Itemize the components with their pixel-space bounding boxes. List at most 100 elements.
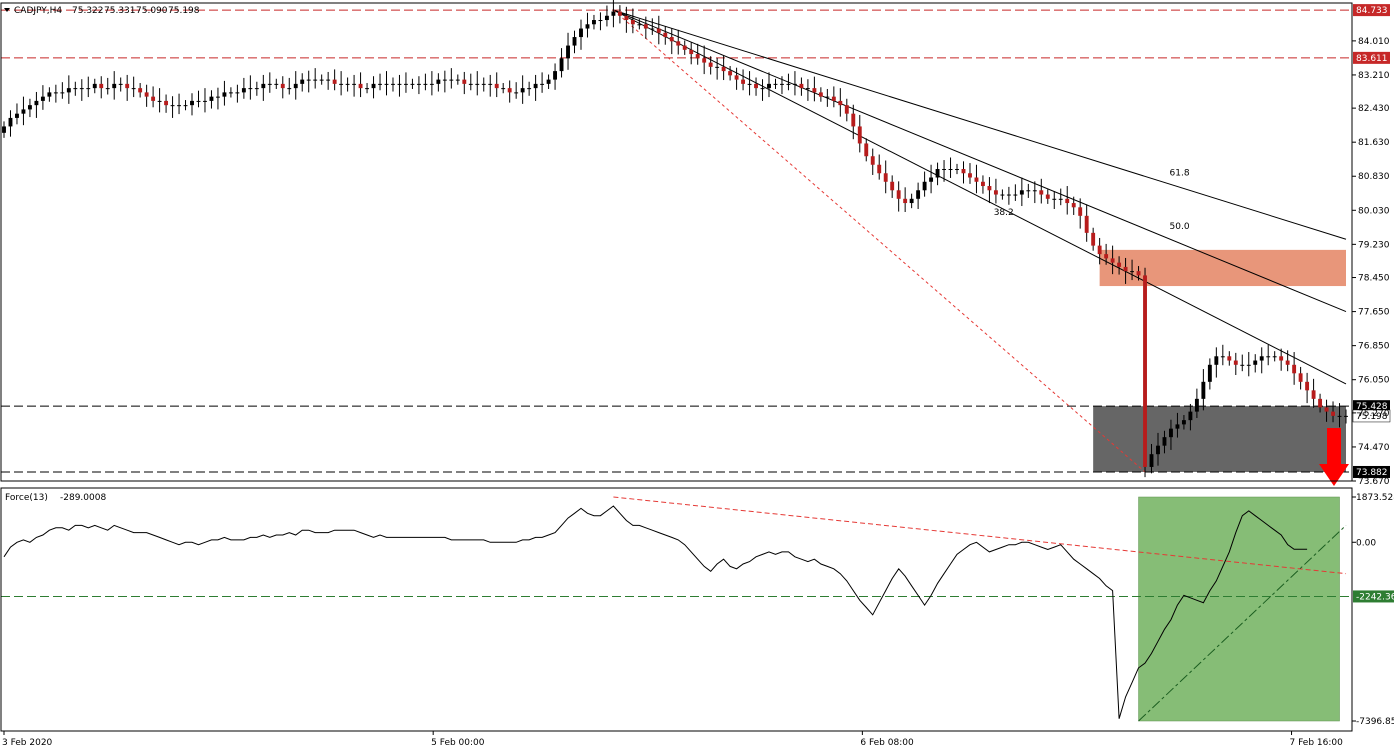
- candle-body-69: [449, 79, 454, 81]
- candle-body-91: [592, 20, 596, 25]
- candle-body-10: [66, 88, 71, 93]
- candle-body-161: [1045, 194, 1050, 199]
- force-axis-label-2: -7396.85: [1356, 717, 1394, 727]
- candle-body-140: [909, 198, 914, 204]
- candle-body-83: [540, 83, 545, 85]
- candle-body-180: [1169, 428, 1173, 438]
- price-axis-label-3: 81.630: [1358, 138, 1390, 148]
- candle-body-57: [371, 83, 376, 89]
- menu-triangle-icon[interactable]: [4, 8, 10, 12]
- candle-body-64: [416, 83, 421, 85]
- candle-body-15: [99, 83, 104, 89]
- candle-body-99: [643, 24, 648, 29]
- ohlc-open: 75.322: [72, 6, 104, 16]
- candle-body-27: [177, 105, 181, 107]
- force-title: Force(13): [5, 493, 48, 503]
- candle-body-205: [1331, 411, 1335, 416]
- price-axis-label-13: 73.670: [1358, 477, 1390, 487]
- candle-body-76: [494, 83, 499, 89]
- candle-body-189: [1227, 356, 1232, 361]
- candle-body-175: [1136, 271, 1141, 276]
- candle-body-193: [1253, 360, 1258, 365]
- candle-body-20: [131, 88, 136, 90]
- force-zone: [1138, 496, 1340, 722]
- force-panel-frame: [0, 487, 1353, 732]
- candle-body-65: [423, 83, 428, 85]
- force-value: -289.0008: [60, 493, 106, 503]
- candle-body-94: [611, 11, 616, 16]
- candle-body-30: [196, 100, 201, 102]
- candle-body-202: [1311, 390, 1316, 399]
- candle-body-165: [1071, 203, 1076, 208]
- candle-body-74: [481, 83, 486, 85]
- candle-body-111: [721, 66, 726, 72]
- candle-body-109: [708, 62, 713, 67]
- candle-body-97: [630, 20, 635, 25]
- candle-body-23: [151, 96, 156, 101]
- candle-body-85: [553, 71, 558, 80]
- candle-body-199: [1292, 364, 1297, 374]
- fib-fan-line-2: [613, 9, 1347, 385]
- candle-body-141: [916, 190, 921, 199]
- candle-body-176: [1143, 275, 1147, 467]
- time-axis-label-3: 7 Feb 16:00: [1290, 738, 1344, 748]
- symbol-title: CADJPY,H4: [14, 6, 62, 16]
- candle-body-51: [332, 79, 337, 84]
- candle-body-113: [734, 75, 739, 80]
- level-tag-bg-3: [1353, 465, 1390, 478]
- price-panel-frame: [0, 2, 1353, 482]
- candle-body-131: [851, 113, 856, 127]
- force-level-tag-bg-0: [1353, 590, 1394, 603]
- axes-layer: 84.010 83.210 82.430 81.630 80.830 80.030 79.2…: [2, 37, 1394, 748]
- candle-body-151: [981, 181, 985, 187]
- candle-body-185: [1201, 381, 1206, 399]
- candle-body-182: [1181, 420, 1186, 425]
- down-arrow-icon: [1319, 428, 1349, 486]
- price-axis-label-8: 77.650: [1358, 308, 1390, 318]
- candle-body-6: [40, 96, 45, 101]
- ohlc-low: 75.090: [136, 6, 168, 16]
- candle-body-139: [903, 198, 908, 204]
- candle-body-72: [468, 83, 473, 85]
- candle-body-190: [1233, 360, 1238, 365]
- candle-body-103: [669, 37, 674, 42]
- candle-body-196: [1272, 356, 1277, 358]
- level-tag-3: 73.882: [1356, 468, 1388, 478]
- level-tag-bg-2: [1353, 400, 1390, 413]
- candle-body-207: [1344, 415, 1348, 417]
- candle-body-114: [741, 79, 746, 84]
- candle-body-3: [21, 109, 26, 114]
- ohlc-high: 75.331: [104, 6, 136, 16]
- candle-body-194: [1259, 356, 1264, 361]
- candle-body-50: [326, 79, 331, 81]
- zone-resistance: [1099, 249, 1346, 287]
- fib-fan-label-0: 61.8: [1170, 169, 1190, 179]
- candle-body-158: [1026, 190, 1031, 192]
- candle-body-96: [624, 15, 629, 21]
- candle-body-166: [1078, 207, 1083, 216]
- candle-body-138: [896, 190, 901, 199]
- force-trendline-0: [613, 496, 1347, 575]
- candle-body-90: [585, 24, 590, 29]
- candle-body-195: [1266, 356, 1271, 358]
- candle-body-48: [313, 79, 318, 81]
- candle-body-107: [695, 54, 700, 59]
- current-price-tag-bg: [1352, 409, 1391, 423]
- candle-body-187: [1214, 356, 1219, 365]
- candle-body-152: [987, 186, 992, 191]
- candle-body-98: [637, 24, 642, 26]
- candles-layer: [2, 0, 1349, 486]
- force-axis-label-1: 0.00: [1356, 538, 1376, 548]
- candle-body-13: [86, 88, 91, 90]
- zone-support: [1093, 406, 1346, 472]
- candle-body-22: [144, 92, 149, 97]
- candle-body-92: [598, 20, 603, 22]
- candle-body-56: [365, 88, 369, 90]
- candle-body-104: [676, 41, 681, 46]
- fib-fan-layer: 61.8 50.0 38.2: [613, 9, 1347, 473]
- candle-body-144: [935, 169, 940, 178]
- candle-body-200: [1298, 373, 1303, 382]
- candle-body-120: [780, 83, 784, 85]
